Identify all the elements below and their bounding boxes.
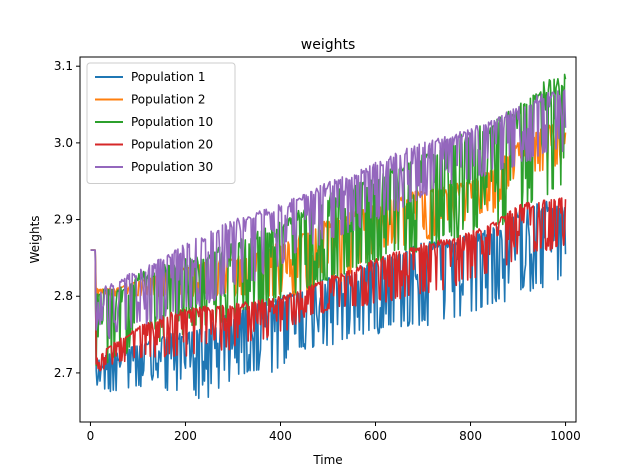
x-tick-label: 200: [174, 429, 197, 443]
y-axis-label: Weights: [28, 215, 42, 263]
x-tick-label: 1000: [550, 429, 581, 443]
legend: Population 1 Population 2 Population 10 Pop…: [86, 62, 236, 184]
legend-entry: Population 30: [131, 160, 213, 174]
legend-box: [86, 62, 236, 184]
x-tick-label: 800: [459, 429, 482, 443]
x-axis-label: Time: [312, 453, 342, 467]
y-tick-label: 2.8: [54, 289, 73, 303]
y-tick-label: 3.1: [54, 59, 73, 73]
y-tick-label: 3.0: [54, 136, 73, 150]
legend-entry: Population 1: [131, 70, 206, 84]
x-tick-label: 400: [269, 429, 292, 443]
x-tick-label: 0: [87, 429, 95, 443]
series-layer: [90, 73, 567, 400]
series-line-4: [90, 197, 567, 372]
y-tick-label: 2.9: [54, 213, 73, 227]
x-tick-label: 600: [364, 429, 387, 443]
chart-title: weights: [301, 37, 356, 53]
legend-entry: Population 20: [131, 138, 213, 152]
y-axis: 2.7 2.8 2.9 3.0 3.1: [54, 59, 80, 380]
legend-entry: Population 10: [131, 115, 213, 129]
legend-entry: Population 2: [131, 93, 206, 107]
x-axis: 0 200 400 600 800 1000: [87, 422, 581, 443]
y-tick-label: 2.7: [54, 366, 73, 380]
plot-frame: [79, 56, 577, 423]
series-line-5: [90, 89, 567, 340]
series-line-3: [90, 73, 567, 367]
